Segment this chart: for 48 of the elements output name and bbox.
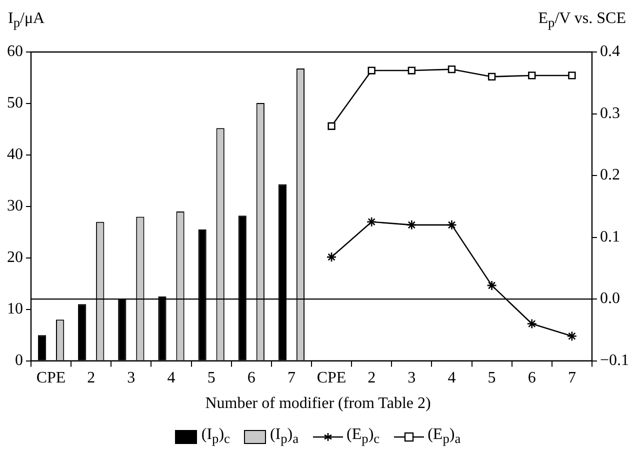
- y-tick-label: 0: [15, 352, 23, 370]
- y-tick-label: 30: [7, 198, 23, 215]
- x-tick-label: 4: [448, 370, 456, 387]
- point: [328, 122, 336, 130]
- point: [528, 72, 536, 80]
- x-tick-label: 2: [368, 370, 376, 387]
- x-tick-label: 5: [488, 370, 496, 387]
- y2-tick-label: −0.1: [600, 352, 630, 370]
- legend-label: (E$_{p}$)$_{c}$: [346, 426, 380, 448]
- y-tick-label: 40: [7, 146, 23, 164]
- x-tick-label: 6: [528, 370, 536, 387]
- y-axis-title: I$_{p}$/μA: [8, 10, 45, 32]
- point: [448, 65, 456, 74]
- y2-tick-label: 0.2: [600, 166, 620, 184]
- x-tick-label: CPE: [36, 370, 66, 387]
- point: [566, 330, 578, 342]
- y-tick-label: 50: [7, 94, 23, 112]
- x-tick-label: 3: [127, 370, 136, 387]
- x-axis-title: Number of modifier (from Table 2): [204, 395, 432, 413]
- point: [568, 72, 576, 80]
- y2-tick-label: 0.0: [600, 290, 620, 308]
- y2-tick-label: 0.1: [600, 228, 620, 246]
- point: [408, 66, 416, 74]
- legend-label: (E$_{p}$)$_{a}$: [428, 426, 461, 448]
- point: [406, 220, 417, 230]
- x-tick-label: 7: [568, 370, 576, 387]
- point: [488, 72, 496, 81]
- y-tick-label: 20: [7, 249, 23, 266]
- x-tick-label: CPE: [316, 370, 346, 387]
- point: [368, 66, 376, 74]
- x-tick-label: 3: [408, 370, 416, 387]
- x-tick-label: 5: [207, 370, 216, 387]
- x-tick-label: 4: [167, 370, 176, 387]
- point: [526, 318, 538, 329]
- legend-label: (I$_{p}$)$_{c}$: [201, 426, 230, 448]
- point: [326, 252, 337, 262]
- y-tick-label: 10: [7, 300, 23, 318]
- point: [446, 220, 457, 230]
- y2-tick-label: 0.3: [600, 104, 620, 122]
- legend-label: (I$_{p}$)$_{a}$: [270, 426, 299, 448]
- x-tick-label: 7: [287, 370, 296, 387]
- y-tick-label: 60: [7, 43, 23, 60]
- y2-tick-label: 0.4: [600, 43, 620, 60]
- x-tick-label: 6: [247, 370, 256, 387]
- y2-axis-title: E$_{p}$/V vs. SCE: [538, 10, 626, 32]
- point: [366, 216, 377, 227]
- x-tick-label: 2: [87, 370, 96, 387]
- point: [486, 280, 497, 291]
